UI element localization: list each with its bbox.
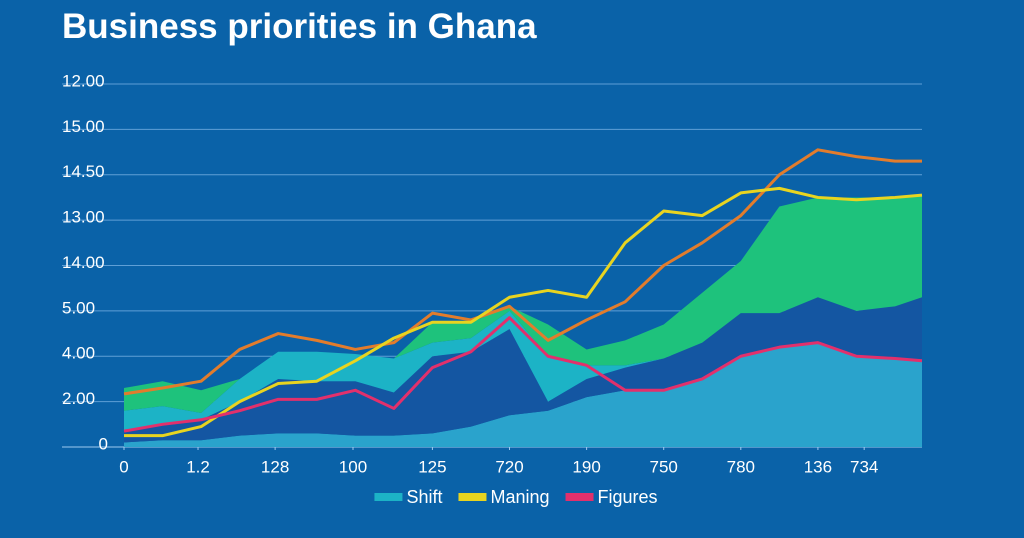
x-tick-label: 0: [119, 457, 128, 476]
x-tick-label: 136: [804, 457, 832, 476]
legend-swatch: [374, 493, 403, 501]
x-tick-label: 780: [727, 457, 755, 476]
x-tick-label: 1.2: [186, 457, 210, 476]
legend: Shift Maning Figures: [374, 487, 658, 507]
line: [123, 148, 922, 396]
x-tick-label: 128: [261, 457, 289, 476]
legend-label: Maning: [490, 487, 549, 507]
x-tick-label: 100: [339, 457, 367, 476]
y-tick-label: 0: [99, 434, 108, 453]
y-tick-label: 14.00: [62, 253, 105, 272]
y-tick-label: 12.00: [62, 71, 105, 90]
legend-label: Figures: [598, 487, 658, 507]
x-tick-label: 734: [850, 457, 878, 476]
y-tick-label: 15.00: [62, 117, 105, 136]
x-tick-label: 750: [650, 457, 678, 476]
line: [123, 316, 923, 433]
y-tick-label: 5.00: [62, 298, 95, 317]
x-tick-label: 720: [495, 457, 523, 476]
legend-swatch: [565, 493, 594, 501]
chart-title: Business priorities in Ghana: [62, 7, 537, 46]
x-tick-label: 190: [572, 457, 600, 476]
x-tick-label: 125: [418, 457, 446, 476]
area: [124, 297, 922, 443]
y-tick-label: 14.50: [62, 162, 105, 181]
y-tick-label: 13.00: [62, 208, 105, 227]
y-tick-label: 2.00: [62, 389, 95, 408]
legend-swatch: [458, 493, 487, 501]
y-tick-label: 4.00: [62, 344, 95, 363]
legend-label: Shift: [406, 487, 442, 507]
area: [124, 195, 922, 413]
line: [124, 186, 923, 438]
